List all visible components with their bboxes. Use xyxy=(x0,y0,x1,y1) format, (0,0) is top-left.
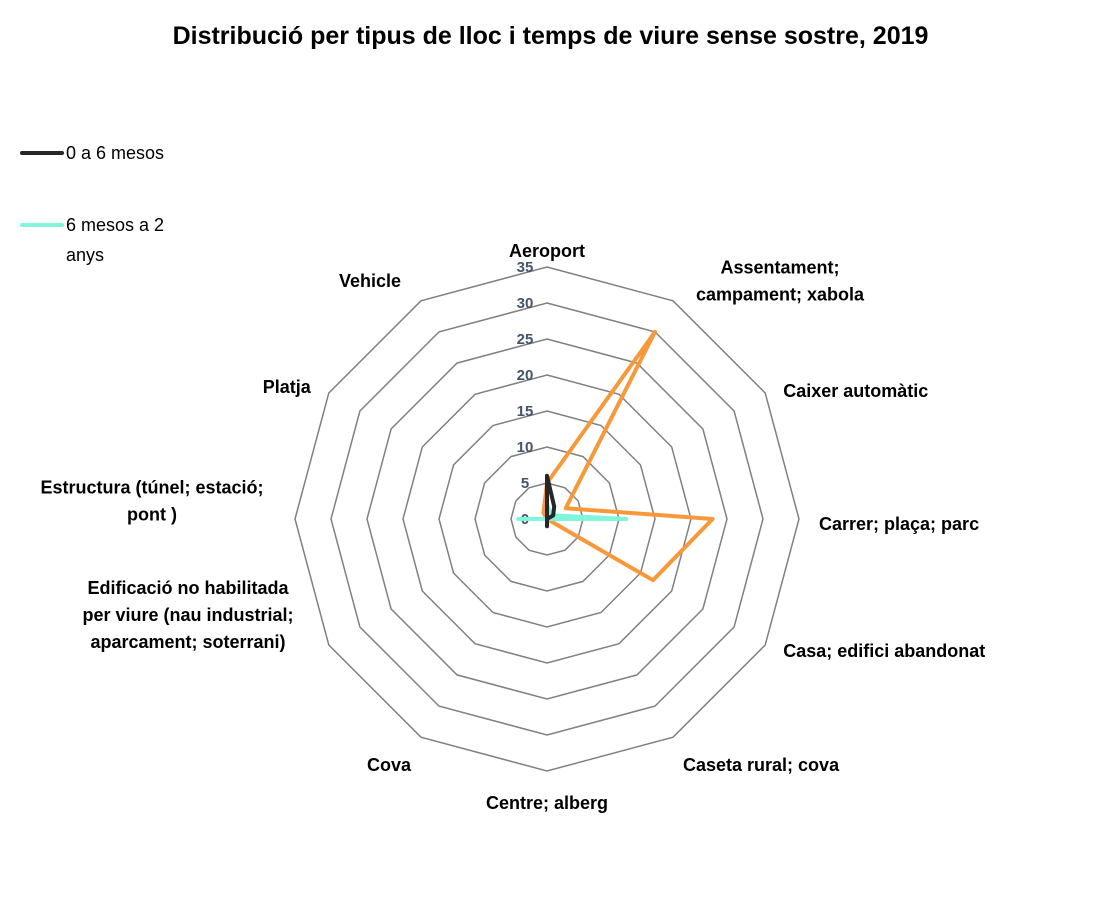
tick-label-30: 30 xyxy=(517,295,534,312)
axis-label-8-line-0: Edificació no habilitada xyxy=(87,578,289,598)
axis-label-9-line-0: Estructura (túnel; estació; xyxy=(40,478,263,498)
axis-label-8-line-2: aparcament; soterrani) xyxy=(90,632,285,652)
tick-label-15: 15 xyxy=(517,403,534,420)
axis-label-7-line-0: Cova xyxy=(367,755,412,775)
axis-label-9-line-1: pont ) xyxy=(127,505,177,525)
legend-label-0-6-mesos: 0 a 6 mesos xyxy=(66,143,165,163)
tick-label-5: 5 xyxy=(521,475,529,492)
chart-title: Distribució per tipus de lloc i temps de… xyxy=(172,22,929,50)
series-line-0 xyxy=(545,473,557,529)
axis-label-3-line-0: Carrer; plaça; parc xyxy=(819,514,979,534)
axis-label-0-line-0: Aeroport xyxy=(509,241,585,261)
series-line-1 xyxy=(516,502,629,521)
tick-label-35: 35 xyxy=(517,259,534,276)
axis-label-8-line-1: per viure (nau industrial; xyxy=(82,605,293,625)
axis-label-11-line-0: Vehicle xyxy=(339,271,401,291)
gridline-25 xyxy=(366,338,728,700)
axis-label-1-line-0: Assentament; xyxy=(720,257,839,277)
gridline-20 xyxy=(402,374,692,664)
gridline-30 xyxy=(330,302,764,736)
series-line-2 xyxy=(537,329,715,583)
legend-swatch-0-6-mesos xyxy=(20,151,64,155)
gridline-35 xyxy=(294,266,800,772)
tick-label-25: 25 xyxy=(517,331,534,348)
axis-label-2-line-0: Caixer automàtic xyxy=(783,381,928,401)
axis-label-1-line-1: campament; xabola xyxy=(696,284,865,304)
axis-label-10-line-0: Platja xyxy=(263,377,312,397)
tick-label-10: 10 xyxy=(517,439,534,456)
axis-label-6-line-0: Centre; alberg xyxy=(486,793,608,813)
legend-swatch-6-mesos-2-anys xyxy=(20,223,64,227)
tick-label-20: 20 xyxy=(517,367,534,384)
legend-label-6-mesos-2-anys: 6 mesos a 2 anys xyxy=(66,215,165,265)
gridline-15 xyxy=(438,410,656,628)
axis-label-5-line-0: Caseta rural; cova xyxy=(683,755,840,775)
gridline-10 xyxy=(474,446,620,592)
axis-label-4-line-0: Casa; edifici abandonat xyxy=(783,641,985,661)
gridline-5 xyxy=(510,482,584,556)
